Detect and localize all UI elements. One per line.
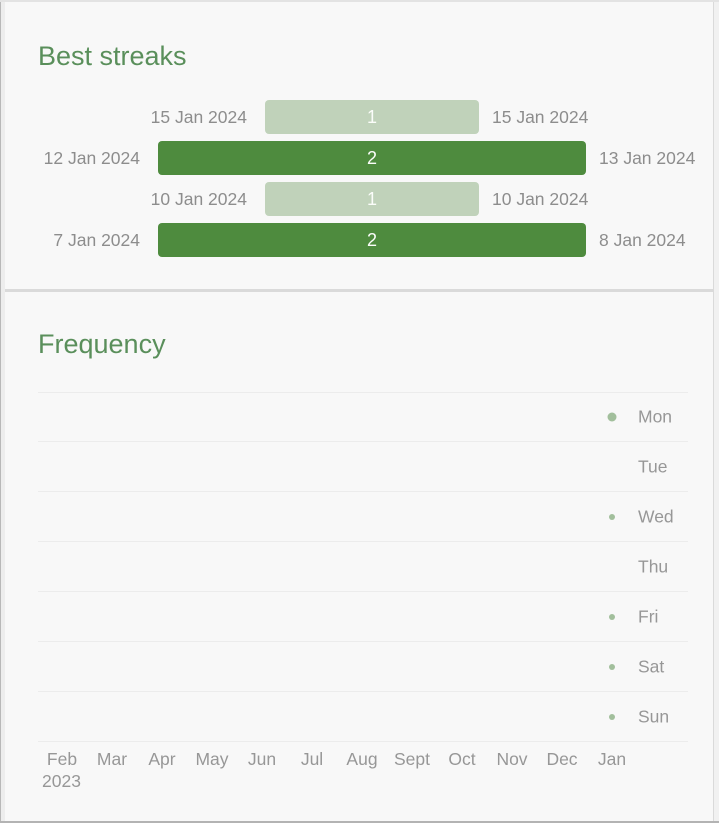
screen-left-gutter — [1, 0, 5, 823]
streak-start-date: 7 Jan 2024 — [53, 230, 140, 250]
year-label: 2023 — [42, 771, 81, 791]
streak-row: 15 Jan 2024 1 15 Jan 2024 — [5, 100, 713, 141]
frequency-month-axis: Feb Mar Apr May Jun Jul Aug Sept Oct Nov Dec Jan 202… — [38, 743, 688, 803]
frequency-row: Thu — [38, 542, 688, 592]
streak-end-date: 15 Jan 2024 — [492, 107, 589, 127]
screen-bottom-border — [0, 821, 719, 823]
card-divider — [0, 289, 719, 292]
best-streaks-chart: 15 Jan 2024 1 15 Jan 2024 12 Jan 2024 2 13 Ja… — [5, 100, 713, 264]
frequency-title: Frequency — [38, 329, 166, 359]
streak-bar: 2 — [158, 141, 586, 175]
month-label: Jan — [597, 749, 627, 769]
screen-top-border — [0, 0, 719, 2]
streak-bar: 1 — [265, 182, 479, 216]
frequency-dot — [609, 513, 615, 520]
month-label: Sept — [394, 749, 430, 769]
weekday-label: Mon — [638, 406, 673, 427]
streak-row: 7 Jan 2024 2 8 Jan 2024 — [5, 223, 713, 264]
streak-bar: 1 — [265, 100, 479, 134]
streak-row: 12 Jan 2024 2 13 Jan 2024 — [5, 141, 713, 182]
frequency-row: Sat — [38, 642, 688, 692]
weekday-label: Sun — [638, 706, 670, 726]
month-label: Jun — [247, 749, 277, 769]
weekday-label: Fri — [638, 606, 659, 626]
screen-right-gutter — [714, 0, 719, 823]
frequency-row: Wed — [38, 492, 688, 542]
month-label: May — [195, 749, 229, 769]
weekday-label: Wed — [638, 506, 674, 526]
frequency-chart[interactable]: Mon Tue Wed Thu Fri Sat Sun — [38, 392, 688, 742]
streak-bar: 2 — [158, 223, 586, 257]
best-streaks-card: Best streaks 15 Jan 2024 1 15 Jan 2024 12 J… — [5, 2, 713, 289]
best-streaks-title: Best streaks — [38, 41, 187, 71]
screen-right-border — [713, 0, 714, 823]
month-label: Mar — [96, 749, 128, 769]
streak-end-date: 8 Jan 2024 — [599, 230, 686, 250]
month-label: Nov — [496, 749, 528, 769]
frequency-dot — [609, 713, 615, 720]
frequency-row: Sun — [38, 692, 688, 742]
frequency-dot — [609, 663, 615, 670]
month-label: Apr — [148, 749, 176, 769]
streak-row: 10 Jan 2024 1 10 Jan 2024 — [5, 182, 713, 223]
streak-start-date: 10 Jan 2024 — [150, 189, 247, 209]
month-label: Feb — [46, 749, 78, 769]
weekday-label: Sat — [638, 656, 665, 676]
month-label: Jul — [300, 749, 324, 769]
month-label: Aug — [346, 749, 378, 769]
frequency-row: Fri — [38, 592, 688, 642]
screen-left-border — [0, 0, 1, 823]
streak-start-date: 12 Jan 2024 — [43, 148, 140, 168]
weekday-label: Tue — [638, 456, 668, 476]
frequency-dot — [609, 613, 615, 620]
frequency-card: Frequency Mon Tue Wed Thu Fri Sat Sun Feb Mar Ap… — [5, 292, 713, 821]
streak-start-date: 15 Jan 2024 — [150, 107, 247, 127]
weekday-label: Thu — [638, 556, 669, 576]
streak-end-date: 10 Jan 2024 — [492, 189, 589, 209]
month-label: Oct — [448, 749, 476, 769]
frequency-row: Tue — [38, 442, 688, 492]
month-label: Dec — [546, 749, 578, 769]
frequency-row: Mon — [38, 392, 688, 442]
frequency-dot — [607, 412, 617, 422]
streak-end-date: 13 Jan 2024 — [599, 148, 696, 168]
